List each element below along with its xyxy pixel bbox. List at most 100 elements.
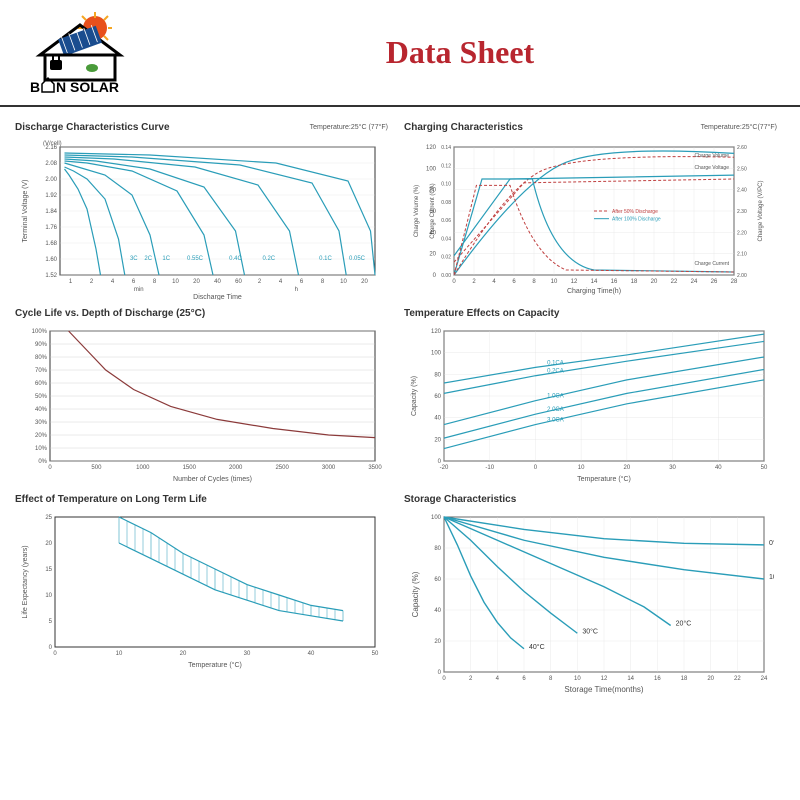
svg-text:25: 25 <box>45 515 52 521</box>
svg-text:18: 18 <box>631 279 638 285</box>
svg-text:2.20: 2.20 <box>737 230 747 236</box>
svg-text:2.0CA: 2.0CA <box>547 407 564 413</box>
svg-text:Storage Time(months): Storage Time(months) <box>564 685 643 694</box>
header: B N SOLAR Data Sheet <box>0 0 800 107</box>
svg-text:2.30: 2.30 <box>737 209 747 215</box>
svg-text:N SOLAR: N SOLAR <box>56 79 119 95</box>
svg-text:1.68: 1.68 <box>45 241 57 247</box>
svg-text:3500: 3500 <box>368 465 382 471</box>
svg-text:4: 4 <box>496 676 500 682</box>
svg-text:40: 40 <box>214 279 221 285</box>
svg-text:2: 2 <box>472 279 476 285</box>
svg-text:2: 2 <box>90 279 94 285</box>
svg-text:-20: -20 <box>440 465 449 471</box>
svg-text:1.52: 1.52 <box>45 273 57 279</box>
svg-text:0.2C: 0.2C <box>262 256 275 262</box>
svg-text:Charge Volume (%): Charge Volume (%) <box>414 185 420 237</box>
svg-text:0.04: 0.04 <box>441 236 451 242</box>
svg-text:1: 1 <box>69 279 73 285</box>
svg-text:1.92: 1.92 <box>45 193 57 199</box>
svg-text:6: 6 <box>522 676 526 682</box>
svg-text:8: 8 <box>549 676 553 682</box>
svg-text:0.00: 0.00 <box>441 273 451 279</box>
svg-text:0: 0 <box>433 273 437 279</box>
svg-text:0.4C: 0.4C <box>229 256 242 262</box>
svg-text:After 100% Discharge: After 100% Discharge <box>612 217 661 223</box>
svg-text:1500: 1500 <box>183 465 197 471</box>
svg-text:60: 60 <box>235 279 242 285</box>
svg-text:5: 5 <box>49 619 53 625</box>
svg-text:Temperature (°C): Temperature (°C) <box>577 475 631 483</box>
svg-text:10: 10 <box>116 651 123 657</box>
svg-text:0: 0 <box>49 645 53 651</box>
svg-text:0.1C: 0.1C <box>319 256 332 262</box>
svg-text:20%: 20% <box>35 433 48 439</box>
svg-text:3000: 3000 <box>322 465 336 471</box>
svg-text:40: 40 <box>715 465 722 471</box>
svg-text:20: 20 <box>707 676 714 682</box>
svg-text:100%: 100% <box>32 329 48 335</box>
svg-text:(V/cell): (V/cell) <box>43 141 62 147</box>
svg-text:0.02: 0.02 <box>441 255 451 261</box>
svg-text:20: 20 <box>193 279 200 285</box>
svg-text:30%: 30% <box>35 420 48 426</box>
svg-text:Capacity (%): Capacity (%) <box>411 571 420 617</box>
charts-grid: Discharge Characteristics Curve Temperat… <box>0 107 800 712</box>
svg-text:6: 6 <box>300 279 304 285</box>
svg-text:1.84: 1.84 <box>45 209 57 215</box>
svg-text:60: 60 <box>434 577 441 583</box>
svg-text:70%: 70% <box>35 368 48 374</box>
svg-text:8: 8 <box>153 279 157 285</box>
svg-text:10: 10 <box>45 593 52 599</box>
svg-text:20°C: 20°C <box>676 620 692 628</box>
svg-text:28: 28 <box>731 279 738 285</box>
svg-text:120: 120 <box>431 329 442 335</box>
svg-text:h: h <box>295 287 298 293</box>
svg-text:2.00: 2.00 <box>45 177 57 183</box>
svg-text:8: 8 <box>321 279 325 285</box>
svg-text:20: 20 <box>434 437 441 443</box>
svg-text:Charging Time(h): Charging Time(h) <box>567 288 621 295</box>
svg-text:2.08: 2.08 <box>45 161 57 167</box>
svg-text:2.10: 2.10 <box>737 252 747 258</box>
svg-text:0: 0 <box>438 670 442 676</box>
svg-text:14: 14 <box>627 676 634 682</box>
svg-text:Temperature (°C): Temperature (°C) <box>188 661 242 669</box>
svg-text:Charge Voltage (V/PC): Charge Voltage (V/PC) <box>758 180 764 241</box>
svg-text:10: 10 <box>551 279 558 285</box>
svg-text:2000: 2000 <box>229 465 243 471</box>
svg-text:0.08: 0.08 <box>441 200 451 206</box>
svg-text:100: 100 <box>431 351 442 357</box>
svg-text:50: 50 <box>372 651 379 657</box>
svg-text:0: 0 <box>53 651 57 657</box>
svg-text:0.1CA: 0.1CA <box>547 360 564 366</box>
svg-text:100: 100 <box>426 166 437 172</box>
svg-text:2: 2 <box>258 279 262 285</box>
svg-text:30°C: 30°C <box>582 627 598 635</box>
svg-text:min: min <box>134 287 144 293</box>
svg-text:15: 15 <box>45 567 52 573</box>
svg-text:22: 22 <box>734 676 741 682</box>
svg-text:0: 0 <box>534 465 538 471</box>
svg-text:0.2CA: 0.2CA <box>547 369 564 375</box>
svg-text:0.05C: 0.05C <box>349 256 366 262</box>
svg-text:1.0CA: 1.0CA <box>547 394 564 400</box>
svg-text:16: 16 <box>611 279 618 285</box>
svg-text:40%: 40% <box>35 407 48 413</box>
chart-cycle-life: Cycle Life vs. Depth of Discharge (25°C)… <box>15 308 396 486</box>
svg-text:Discharge Time: Discharge Time <box>193 294 242 300</box>
svg-text:80%: 80% <box>35 355 48 361</box>
svg-text:1C: 1C <box>162 256 170 262</box>
svg-text:1000: 1000 <box>136 465 150 471</box>
svg-text:20: 20 <box>180 651 187 657</box>
svg-text:4: 4 <box>111 279 115 285</box>
svg-text:10°C: 10°C <box>769 573 774 581</box>
svg-text:120: 120 <box>426 145 437 151</box>
chart-storage: Storage Characteristics 0204060801000246… <box>404 494 785 697</box>
svg-text:80: 80 <box>434 546 441 552</box>
svg-text:1.76: 1.76 <box>45 225 57 231</box>
svg-text:12: 12 <box>601 676 608 682</box>
svg-text:-10: -10 <box>485 465 494 471</box>
svg-text:24: 24 <box>761 676 768 682</box>
svg-text:60: 60 <box>434 394 441 400</box>
